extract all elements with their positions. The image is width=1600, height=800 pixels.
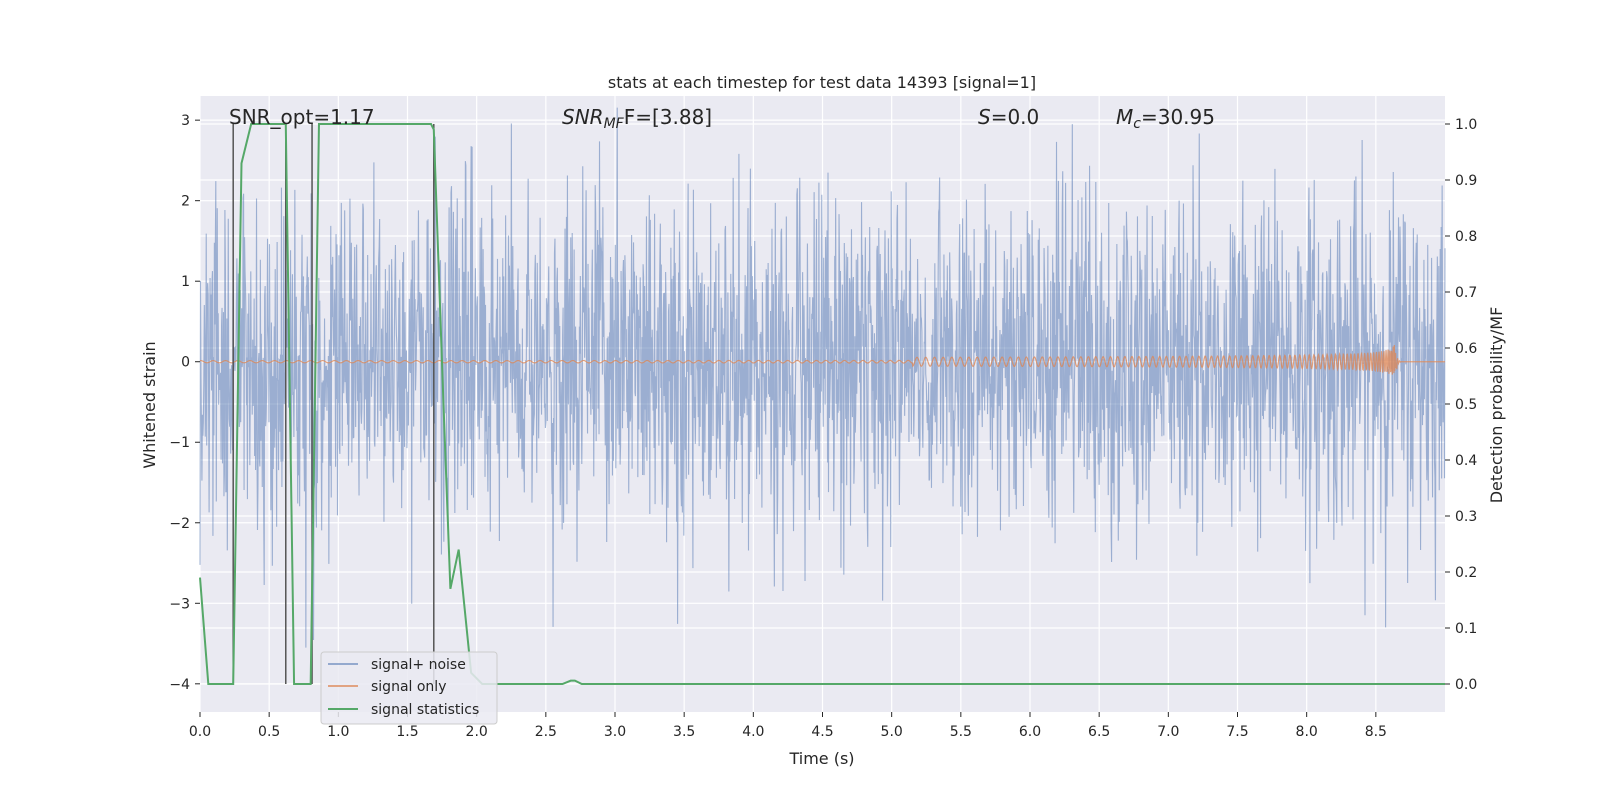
- y-ticks-right: 0.0 0.1 0.2 0.3 0.4 0.5 0.6 0.7 0.8 0.9 1.0: [1445, 117, 1477, 693]
- x-tick-label: 3.5: [673, 724, 695, 740]
- y-right-tick-label: 0.2: [1455, 565, 1477, 581]
- y-right-tick-label: 0.4: [1455, 453, 1477, 469]
- y-tick-label: 2: [181, 194, 190, 210]
- legend-label-signal-only: signal only: [371, 679, 446, 695]
- mc-value: =30.95: [1141, 105, 1215, 129]
- x-tick-label: 2.5: [535, 724, 557, 740]
- x-tick-label: 3.0: [604, 724, 626, 740]
- y-ticks-left: −4 −3 −2 −1 0 1 2 3: [169, 113, 200, 693]
- y-axis-label-right: Detection probability/MF: [1487, 307, 1506, 504]
- x-tick-label: 6.5: [1088, 724, 1110, 740]
- x-tick-label: 7.0: [1157, 724, 1179, 740]
- snr-mf-sub: MF: [604, 116, 625, 132]
- x-axis-label: Time (s): [788, 749, 854, 768]
- x-tick-label: 5.5: [950, 724, 972, 740]
- y-right-tick-label: 0.9: [1455, 173, 1477, 189]
- x-tick-label: 2.0: [466, 724, 488, 740]
- x-tick-label: 4.5: [811, 724, 833, 740]
- annotation-mc: Mc=30.95: [1116, 105, 1215, 132]
- x-ticks: 0.0 0.5 1.0 1.5 2.0 2.5 3.0 3.5 4.0 4.5 5.0 5.5 6.0 6…: [189, 712, 1387, 740]
- y-axis-label-left: Whitened strain: [140, 341, 159, 468]
- signal-only-line: [199, 345, 1445, 375]
- signal-noise-series: [199, 107, 1446, 648]
- legend: signal+ noise signal only signal statist…: [320, 651, 498, 725]
- s-var: S: [978, 105, 991, 129]
- chart-title: stats at each timestep for test data 143…: [608, 73, 1036, 92]
- legend-box: [320, 651, 498, 725]
- signal-statistics-series: [199, 123, 1445, 685]
- y-right-tick-label: 0.3: [1455, 509, 1477, 525]
- y-tick-label: −4: [169, 677, 190, 693]
- x-tick-label: 0.5: [258, 724, 280, 740]
- y-tick-label: −3: [169, 596, 190, 612]
- x-tick-label: 8.5: [1365, 724, 1387, 740]
- annotation-s: S=0.0: [978, 105, 1039, 129]
- annotation-snr-opt: SNR_opt=1.17: [229, 105, 375, 129]
- x-tick-label: 8.0: [1296, 724, 1318, 740]
- snr-mf-value: F=[3.88]: [624, 105, 712, 129]
- legend-label-signal-statistics: signal statistics: [371, 702, 479, 718]
- snr-mf-text: SNR: [562, 105, 604, 129]
- y-right-tick-label: 0.8: [1455, 229, 1477, 245]
- y-right-tick-label: 0.7: [1455, 285, 1477, 301]
- y-tick-label: 3: [181, 113, 190, 129]
- y-tick-label: −1: [169, 435, 190, 451]
- x-tick-label: 6.0: [1019, 724, 1041, 740]
- legend-label-signal-noise: signal+ noise: [371, 657, 466, 673]
- mc-sub: c: [1133, 116, 1141, 132]
- x-tick-label: 4.0: [742, 724, 764, 740]
- y-right-tick-label: 0.0: [1455, 677, 1477, 693]
- y-tick-label: 1: [181, 274, 190, 290]
- y-right-tick-label: 0.5: [1455, 397, 1477, 413]
- x-tick-label: 1.0: [327, 724, 349, 740]
- mc-var: M: [1116, 105, 1133, 129]
- s-value: =0.0: [991, 105, 1040, 129]
- y-tick-label: −2: [169, 516, 190, 532]
- signal-only-series: [199, 345, 1445, 375]
- y-right-tick-label: 1.0: [1455, 117, 1477, 133]
- x-tick-label: 1.5: [396, 724, 418, 740]
- x-tick-label: 5.0: [881, 724, 903, 740]
- signal-noise-line: [199, 107, 1446, 648]
- annotation-snr-mf: SNRMFF=[3.88]: [562, 105, 712, 132]
- x-tick-label: 7.5: [1226, 724, 1248, 740]
- x-tick-label: 0.0: [189, 724, 211, 740]
- y-right-tick-label: 0.1: [1455, 621, 1477, 637]
- y-tick-label: 0: [181, 355, 190, 371]
- y-right-tick-label: 0.6: [1455, 341, 1477, 357]
- signal-statistics-line: [199, 123, 1445, 685]
